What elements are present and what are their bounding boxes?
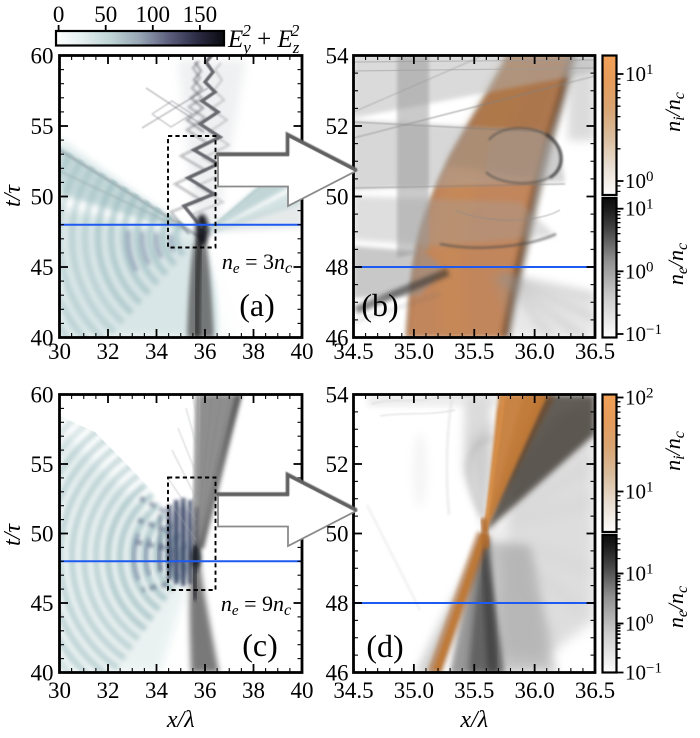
svg-text:35.0: 35.0 [394, 339, 434, 364]
svg-text:Ey2 + Ez2: Ey2 + Ez2 [227, 21, 300, 57]
svg-text:60: 60 [31, 44, 54, 69]
svg-text:34: 34 [145, 339, 169, 364]
svg-text:50: 50 [31, 185, 54, 210]
svg-text:30: 30 [48, 339, 71, 364]
svg-text:36.0: 36.0 [515, 339, 555, 364]
svg-text:52: 52 [326, 452, 349, 477]
svg-text:38: 38 [242, 339, 265, 364]
svg-text:35.5: 35.5 [454, 678, 494, 703]
svg-text:36.5: 36.5 [575, 339, 615, 364]
svg-text:46: 46 [326, 661, 349, 686]
svg-text:55: 55 [31, 452, 54, 477]
svg-text:ni/nc: ni/nc [660, 431, 688, 471]
svg-text:36.5: 36.5 [575, 678, 615, 703]
svg-text:100: 100 [136, 2, 171, 27]
svg-text:150: 150 [183, 2, 218, 27]
svg-text:t/τ: t/τ [0, 523, 26, 546]
svg-text:40: 40 [31, 326, 54, 351]
svg-text:35.5: 35.5 [454, 339, 494, 364]
svg-text:32: 32 [97, 339, 120, 364]
svg-text:x/λ: x/λ [166, 707, 195, 733]
svg-text:52: 52 [326, 114, 349, 139]
svg-text:38: 38 [242, 678, 265, 703]
svg-text:50: 50 [326, 522, 349, 547]
svg-text:35.0: 35.0 [394, 678, 434, 703]
svg-text:34.5: 34.5 [333, 339, 373, 364]
svg-text:x/λ: x/λ [459, 707, 488, 733]
svg-text:40: 40 [291, 339, 314, 364]
svg-text:40: 40 [291, 678, 314, 703]
svg-text:45: 45 [31, 591, 54, 616]
svg-text:36.0: 36.0 [515, 678, 555, 703]
svg-text:48: 48 [326, 255, 349, 280]
svg-text:0: 0 [53, 2, 65, 27]
svg-text:50: 50 [31, 522, 54, 547]
svg-text:36: 36 [194, 339, 217, 364]
svg-text:50: 50 [94, 2, 117, 27]
svg-text:50: 50 [326, 185, 349, 210]
svg-text:48: 48 [326, 591, 349, 616]
svg-text:54: 54 [326, 383, 350, 408]
svg-text:ne/nc: ne/nc [663, 243, 691, 285]
svg-text:34.5: 34.5 [333, 678, 373, 703]
svg-text:(b): (b) [361, 287, 398, 323]
svg-text:ne = 3nc: ne = 3nc [222, 249, 292, 277]
svg-text:ne/nc: ne/nc [663, 586, 691, 628]
svg-text:40: 40 [31, 661, 54, 686]
svg-text:t/τ: t/τ [0, 184, 26, 207]
svg-text:ne = 9nc: ne = 9nc [221, 591, 291, 619]
svg-text:100: 100 [625, 259, 654, 283]
svg-text:ni/nc: ni/nc [660, 92, 688, 132]
svg-text:36: 36 [194, 678, 217, 703]
svg-text:(c): (c) [242, 627, 278, 663]
svg-text:(a): (a) [239, 287, 275, 323]
svg-text:54: 54 [326, 44, 350, 69]
svg-text:32: 32 [97, 678, 120, 703]
svg-text:(d): (d) [366, 628, 403, 664]
svg-text:30: 30 [48, 678, 71, 703]
svg-text:60: 60 [31, 383, 54, 408]
svg-text:55: 55 [31, 114, 54, 139]
svg-text:46: 46 [326, 326, 349, 351]
svg-text:34: 34 [145, 678, 169, 703]
svg-text:45: 45 [31, 255, 54, 280]
